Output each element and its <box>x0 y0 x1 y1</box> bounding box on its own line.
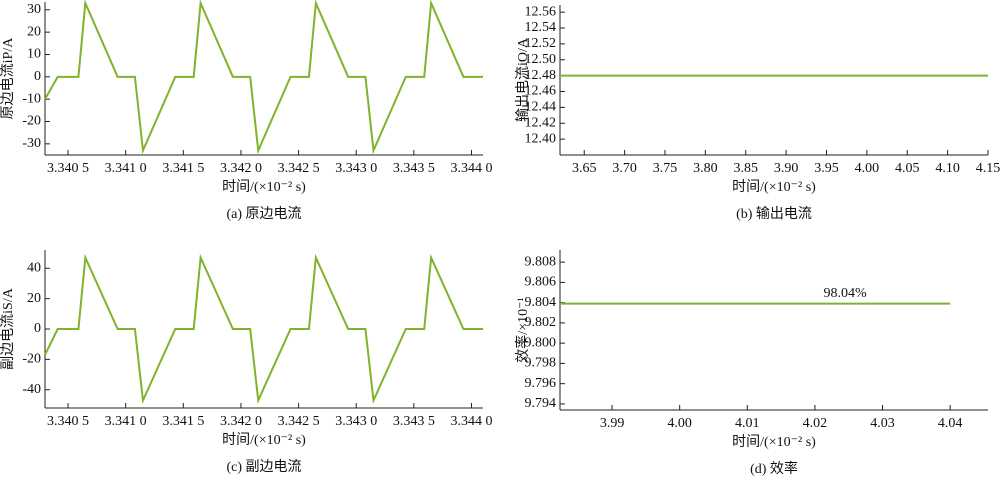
x-tick-label: 3.341 5 <box>162 161 204 176</box>
y-tick-label: -20 <box>22 114 41 129</box>
y-tick-label: -10 <box>22 91 41 106</box>
x-tick-label: 4.00 <box>667 416 692 431</box>
x-tick-label: 3.342 0 <box>220 161 262 176</box>
y-tick-label: -20 <box>22 352 41 367</box>
chart-title: (a) 原边电流 <box>226 206 301 222</box>
x-tick-label: 3.75 <box>653 161 678 176</box>
chart-title: (c) 副边电流 <box>226 459 301 475</box>
y-tick-label: 0 <box>34 69 41 84</box>
x-tick-label: 4.05 <box>895 161 920 176</box>
line-series <box>44 0 483 155</box>
x-tick-label: 3.80 <box>693 161 718 176</box>
y-tick-label: 12.56 <box>525 4 557 19</box>
y-tick-label: 20 <box>27 291 41 306</box>
y-tick-label: 30 <box>27 2 41 17</box>
x-axis-label: 时间/(×10⁻² s) <box>222 432 306 448</box>
y-tick-label: 9.808 <box>525 254 557 269</box>
x-axis-label: 时间/(×10⁻² s) <box>222 179 306 195</box>
y-tick-label: 9.806 <box>525 275 557 290</box>
y-tick-label: 20 <box>27 24 41 39</box>
y-tick-label: 9.798 <box>525 356 557 371</box>
x-tick-label: 3.340 5 <box>47 414 89 429</box>
x-tick-label: 4.10 <box>935 161 960 176</box>
x-tick-label: 3.344 0 <box>450 161 492 176</box>
x-axis-label: 时间/(×10⁻² s) <box>732 434 816 450</box>
x-tick-label: 3.341 0 <box>105 161 147 176</box>
x-tick-label: 3.341 0 <box>105 414 147 429</box>
x-tick-label: 3.343 0 <box>335 161 377 176</box>
x-axis-label: 时间/(×10⁻² s) <box>732 179 816 195</box>
x-tick-label: 3.344 0 <box>450 414 492 429</box>
y-tick-label: 9.802 <box>525 315 557 330</box>
x-tick-label: 3.65 <box>572 161 597 176</box>
y-axis-label: 输出电流iO/A <box>515 37 531 122</box>
chart-title: (b) 输出电流 <box>736 206 812 222</box>
y-tick-label: 12.54 <box>525 20 557 35</box>
x-tick-label: 3.340 5 <box>47 161 89 176</box>
x-tick-label: 3.343 5 <box>393 414 435 429</box>
x-tick-label: 3.95 <box>814 161 839 176</box>
y-tick-label: 40 <box>27 260 41 275</box>
x-tick-label: 4.03 <box>870 416 895 431</box>
y-tick-label: 12.44 <box>525 100 557 115</box>
y-tick-label: 12.40 <box>525 131 557 146</box>
x-tick-label: 4.15 <box>976 161 1000 176</box>
x-tick-label: 3.342 5 <box>278 414 320 429</box>
x-tick-label: 3.343 0 <box>335 414 377 429</box>
line-series <box>44 253 483 405</box>
y-tick-label: 12.50 <box>525 52 557 67</box>
y-axis-label: 原边电流iP/A <box>0 37 16 120</box>
y-tick-label: 9.800 <box>525 335 557 350</box>
y-tick-label: -40 <box>22 382 41 397</box>
y-tick-label: 12.46 <box>525 84 557 99</box>
y-tick-label: 12.42 <box>525 115 557 130</box>
y-tick-label: -30 <box>22 136 41 151</box>
x-tick-label: 4.00 <box>855 161 880 176</box>
x-tick-label: 3.342 0 <box>220 414 262 429</box>
y-tick-label: 9.804 <box>525 295 557 310</box>
x-tick-label: 4.02 <box>803 416 828 431</box>
y-tick-label: 9.796 <box>525 376 557 391</box>
y-axis-label: 效率/×10⁻¹ <box>514 297 531 362</box>
x-tick-label: 3.85 <box>733 161 758 176</box>
x-tick-label: 4.04 <box>938 416 963 431</box>
x-tick-label: 3.341 5 <box>162 414 204 429</box>
x-tick-label: 3.99 <box>600 416 625 431</box>
y-tick-label: 12.48 <box>525 68 557 83</box>
y-tick-label: 10 <box>27 47 41 62</box>
annotation: 98.04% <box>823 286 867 301</box>
chart-title: (d) 效率 <box>750 460 798 477</box>
x-tick-label: 4.01 <box>735 416 760 431</box>
x-tick-label: 3.342 5 <box>278 161 320 176</box>
x-tick-label: 3.90 <box>774 161 799 176</box>
y-tick-label: 12.52 <box>525 36 557 51</box>
y-axis-label: 副边电流iS/A <box>0 287 16 370</box>
y-tick-label: 9.794 <box>525 396 557 411</box>
x-tick-label: 3.70 <box>612 161 637 176</box>
y-tick-label: 0 <box>34 321 41 336</box>
x-tick-label: 3.343 5 <box>393 161 435 176</box>
